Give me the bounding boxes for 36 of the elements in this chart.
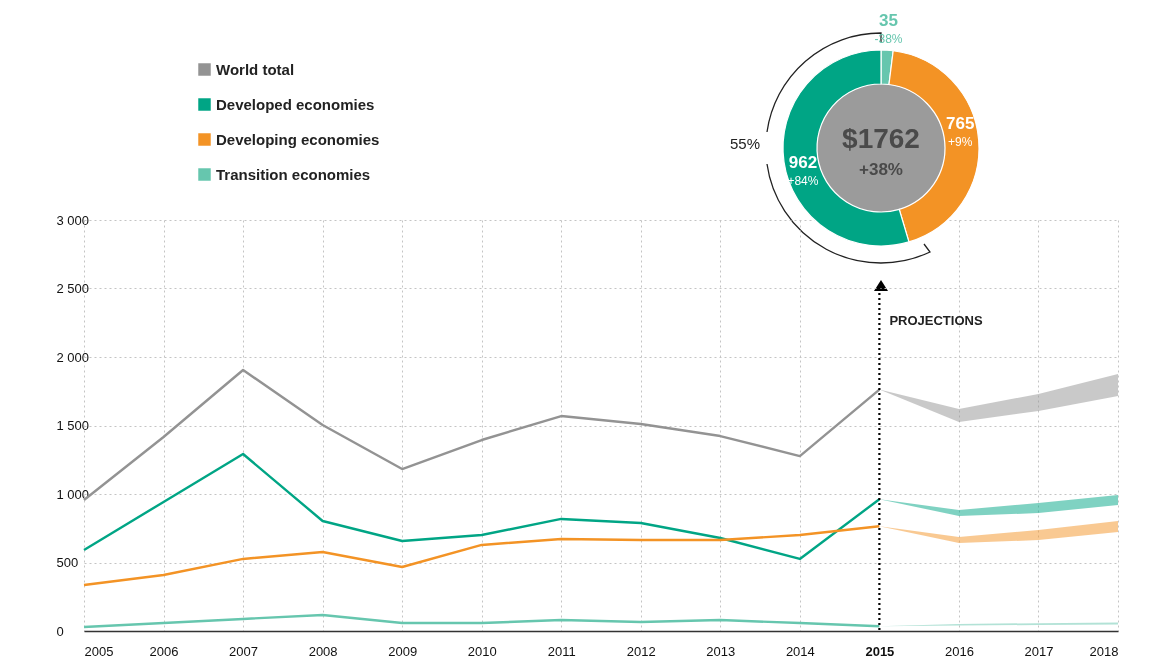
x-tick-label: 2012 [626,643,656,659]
line-series [82,613,881,629]
x-tick-label: 2010 [467,643,497,659]
y-tick-label: 2 500 [56,281,90,296]
text: +9% [948,135,973,150]
y-tick-label: 1 500 [56,418,90,433]
y-tick-label: 500 [56,555,79,570]
x-tick-label: 2011 [547,643,576,659]
text: $1762 [842,123,920,154]
x-tick-label: 2009 [388,643,418,659]
x-tick-label: 2015 [865,643,895,659]
ref-line-label: PROJECTIONS [889,313,983,328]
x-tick-label: 2017 [1024,643,1054,659]
legend-label: Transition economies [216,165,371,183]
line-series [82,524,881,587]
x-tick-label: 2014 [785,643,815,659]
data-label: 765 [946,114,975,134]
text: +38% [859,160,903,179]
x-tick-label: 2018 [1089,643,1119,659]
text: +84% [787,173,819,188]
text: -38% [874,32,903,47]
text: 55% [729,135,760,152]
x-tick-label: 2007 [229,643,259,659]
data-label: 35 [879,11,898,31]
legend-label: Developed economies [216,95,375,113]
x-tick-label: 2013 [706,643,736,659]
legend-label: World total [216,60,295,78]
y-tick-label: 3 000 [56,212,90,228]
legend-label: Developing economies [216,130,380,148]
x-tick-label: 2006 [149,643,179,659]
x-tick-label: 2008 [308,643,338,659]
x-tick-label: 2005 [84,643,114,659]
y-tick-label: 0 [56,623,64,639]
x-tick-label: 2016 [944,643,974,659]
y-tick-label: 2 000 [56,349,90,365]
data-label: 962 [788,152,818,172]
